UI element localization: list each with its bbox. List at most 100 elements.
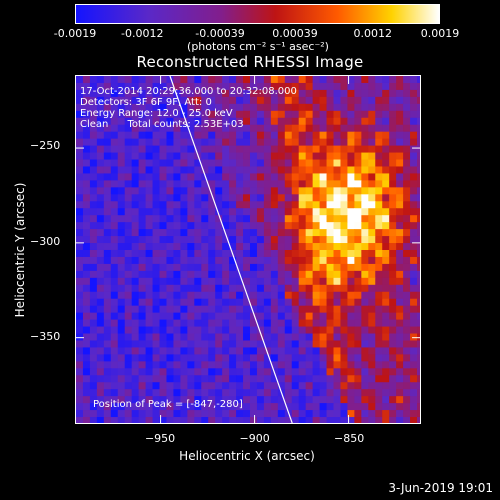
heatmap-cell: [215, 396, 223, 404]
heatmap-cell: [396, 89, 404, 98]
heatmap-cell: [368, 361, 376, 369]
heatmap-cell: [145, 284, 154, 293]
heatmap-cell: [403, 340, 411, 348]
heatmap-cell: [340, 89, 348, 98]
heatmap-cell: [103, 180, 112, 188]
heatmap-cell: [103, 375, 112, 383]
heatmap-cell: [152, 236, 161, 244]
heatmap-cell: [347, 284, 355, 293]
heatmap-cell: [326, 166, 334, 174]
heatmap-cell: [152, 389, 161, 397]
heatmap-cell: [173, 319, 181, 328]
heatmap-cell: [159, 96, 167, 105]
heatmap-cell: [145, 375, 154, 383]
heatmap-cell: [333, 138, 341, 147]
heatmap-cell: [417, 194, 420, 202]
heatmap-cell: [298, 326, 307, 335]
heatmap-cell: [277, 249, 286, 258]
heatmap-cell: [256, 361, 265, 369]
heatmap-cell: [152, 361, 161, 369]
heatmap-cell: [375, 76, 383, 84]
heatmap-cell: [110, 361, 119, 369]
heatmap-cell: [243, 389, 251, 397]
heatmap-cell: [256, 110, 265, 119]
heatmap-cell: [361, 270, 369, 279]
heatmap-cell: [256, 410, 265, 418]
heatmap-cell: [138, 340, 147, 348]
heatmap-cell: [110, 222, 119, 230]
heatmap-cell: [312, 256, 321, 265]
heatmap-cell: [103, 403, 112, 411]
heatmap-cell: [173, 194, 181, 202]
heatmap-cell: [222, 361, 230, 369]
heatmap-cell: [215, 417, 223, 423]
heatmap-cell: [270, 243, 279, 251]
heatmap-cell: [277, 382, 286, 390]
heatmap-cell: [187, 347, 195, 355]
heatmap-cell: [417, 305, 420, 314]
heatmap-cell: [389, 361, 397, 369]
heatmap-cell: [312, 243, 321, 251]
heatmap-cell: [145, 403, 154, 411]
heatmap-cell: [368, 166, 376, 174]
heatmap-cell: [375, 256, 383, 265]
heatmap-cell: [305, 208, 314, 216]
heatmap-cell: [333, 291, 341, 300]
heatmap-cell: [201, 396, 209, 404]
heatmap-cell: [201, 215, 209, 223]
heatmap-cell: [131, 417, 140, 423]
heatmap-cell: [326, 403, 334, 411]
heatmap-cell: [319, 166, 328, 174]
heatmap-cell: [166, 145, 174, 154]
heatmap-cell: [215, 76, 223, 84]
heatmap-cell: [396, 249, 404, 258]
heatmap-cell: [159, 236, 167, 244]
heatmap-cell: [110, 236, 119, 244]
heatmap-cell: [368, 326, 376, 335]
heatmap-cell: [333, 215, 341, 223]
heatmap-cell: [389, 305, 397, 314]
heatmap-cell: [229, 117, 237, 126]
heatmap-cell: [382, 96, 390, 105]
heatmap-cell: [243, 103, 251, 112]
heatmap-cell: [173, 124, 181, 133]
heatmap-cell: [103, 138, 112, 147]
heatmap-cell: [410, 103, 418, 112]
heatmap-cell: [382, 340, 390, 348]
heatmap-cell: [117, 256, 126, 265]
heatmap-cell: [76, 361, 84, 369]
heatmap-cell: [138, 368, 147, 376]
heatmap-cell: [347, 215, 355, 223]
heatmap-cell: [222, 340, 230, 348]
heatmap-cell: [361, 403, 369, 411]
heatmap-cell: [326, 396, 334, 404]
heatmap-cell: [236, 124, 244, 133]
heatmap-cell: [263, 263, 272, 272]
heatmap-cell: [117, 124, 126, 133]
heatmap-cell: [131, 291, 140, 300]
heatmap-cell: [222, 131, 230, 140]
heatmap-cell: [159, 173, 167, 181]
heatmap-cell: [138, 403, 147, 411]
heatmap-cell: [375, 305, 383, 314]
heatmap-cell: [152, 270, 161, 279]
heatmap-cell: [368, 333, 376, 341]
heatmap-cell: [417, 187, 420, 195]
heatmap-cell: [215, 222, 223, 230]
heatmap-cell: [76, 215, 84, 223]
heatmap-cell: [110, 117, 119, 126]
heatmap-cell: [312, 312, 321, 321]
heatmap-cell: [270, 284, 279, 293]
heatmap-cell: [117, 291, 126, 300]
heatmap-cell: [194, 256, 202, 265]
heatmap-cell: [180, 361, 188, 369]
heatmap-cell: [96, 110, 105, 119]
heatmap-cell: [208, 166, 216, 174]
heatmap-cell: [417, 89, 420, 98]
heatmap-cell: [110, 396, 119, 404]
heatmap-cell: [117, 389, 126, 397]
heatmap-cell: [347, 312, 355, 321]
heatmap-cell: [305, 131, 314, 140]
heatmap-cell: [89, 298, 98, 307]
heatmap-cell: [256, 215, 265, 223]
